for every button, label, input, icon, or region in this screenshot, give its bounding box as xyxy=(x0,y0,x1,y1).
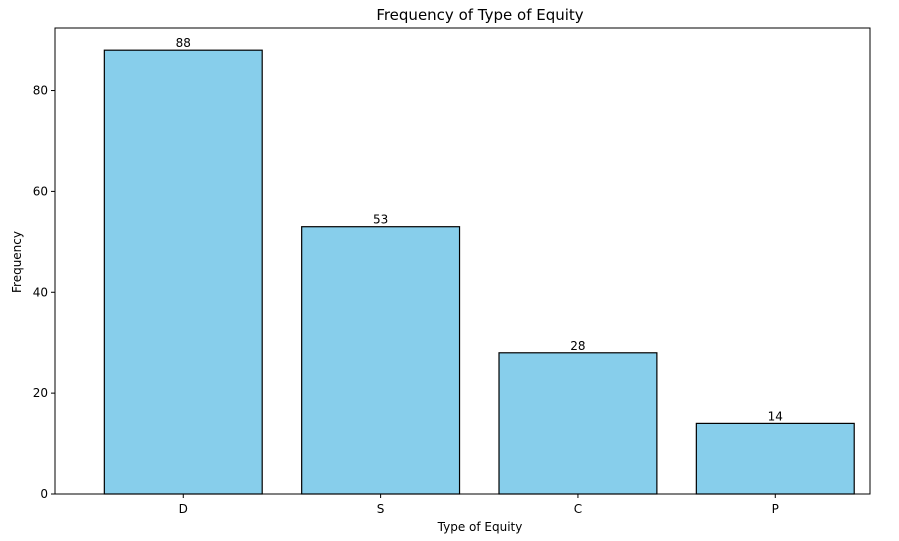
chart-title: Frequency of Type of Equity xyxy=(376,6,583,24)
x-tick-label-c: C xyxy=(574,502,582,516)
data-label-p: 14 xyxy=(768,409,783,423)
data-labels-layer: 88 53 28 14 xyxy=(176,36,783,423)
bars-layer xyxy=(103,49,855,495)
x-tick-label-p: P xyxy=(772,502,779,516)
data-label-c: 28 xyxy=(570,339,585,353)
y-tick-label-60: 60 xyxy=(33,184,48,198)
bar-d xyxy=(103,49,263,495)
y-tick-label-40: 40 xyxy=(33,285,48,299)
x-axis-label: Type of Equity xyxy=(437,520,523,534)
bar-c xyxy=(498,352,658,495)
plot-frame xyxy=(54,27,871,495)
bar-s xyxy=(301,226,461,495)
x-tick-label-s: S xyxy=(377,502,385,516)
data-label-s: 53 xyxy=(373,213,388,227)
x-tick-label-d: D xyxy=(179,502,188,516)
y-axis-label: Frequency xyxy=(10,231,24,293)
y-axis-ticks: 0 20 40 60 80 xyxy=(33,84,55,501)
bar-p xyxy=(695,422,855,495)
y-tick-label-0: 0 xyxy=(40,487,48,501)
y-tick-label-80: 80 xyxy=(33,84,48,98)
y-tick-label-20: 20 xyxy=(33,386,48,400)
data-label-d: 88 xyxy=(176,36,191,50)
